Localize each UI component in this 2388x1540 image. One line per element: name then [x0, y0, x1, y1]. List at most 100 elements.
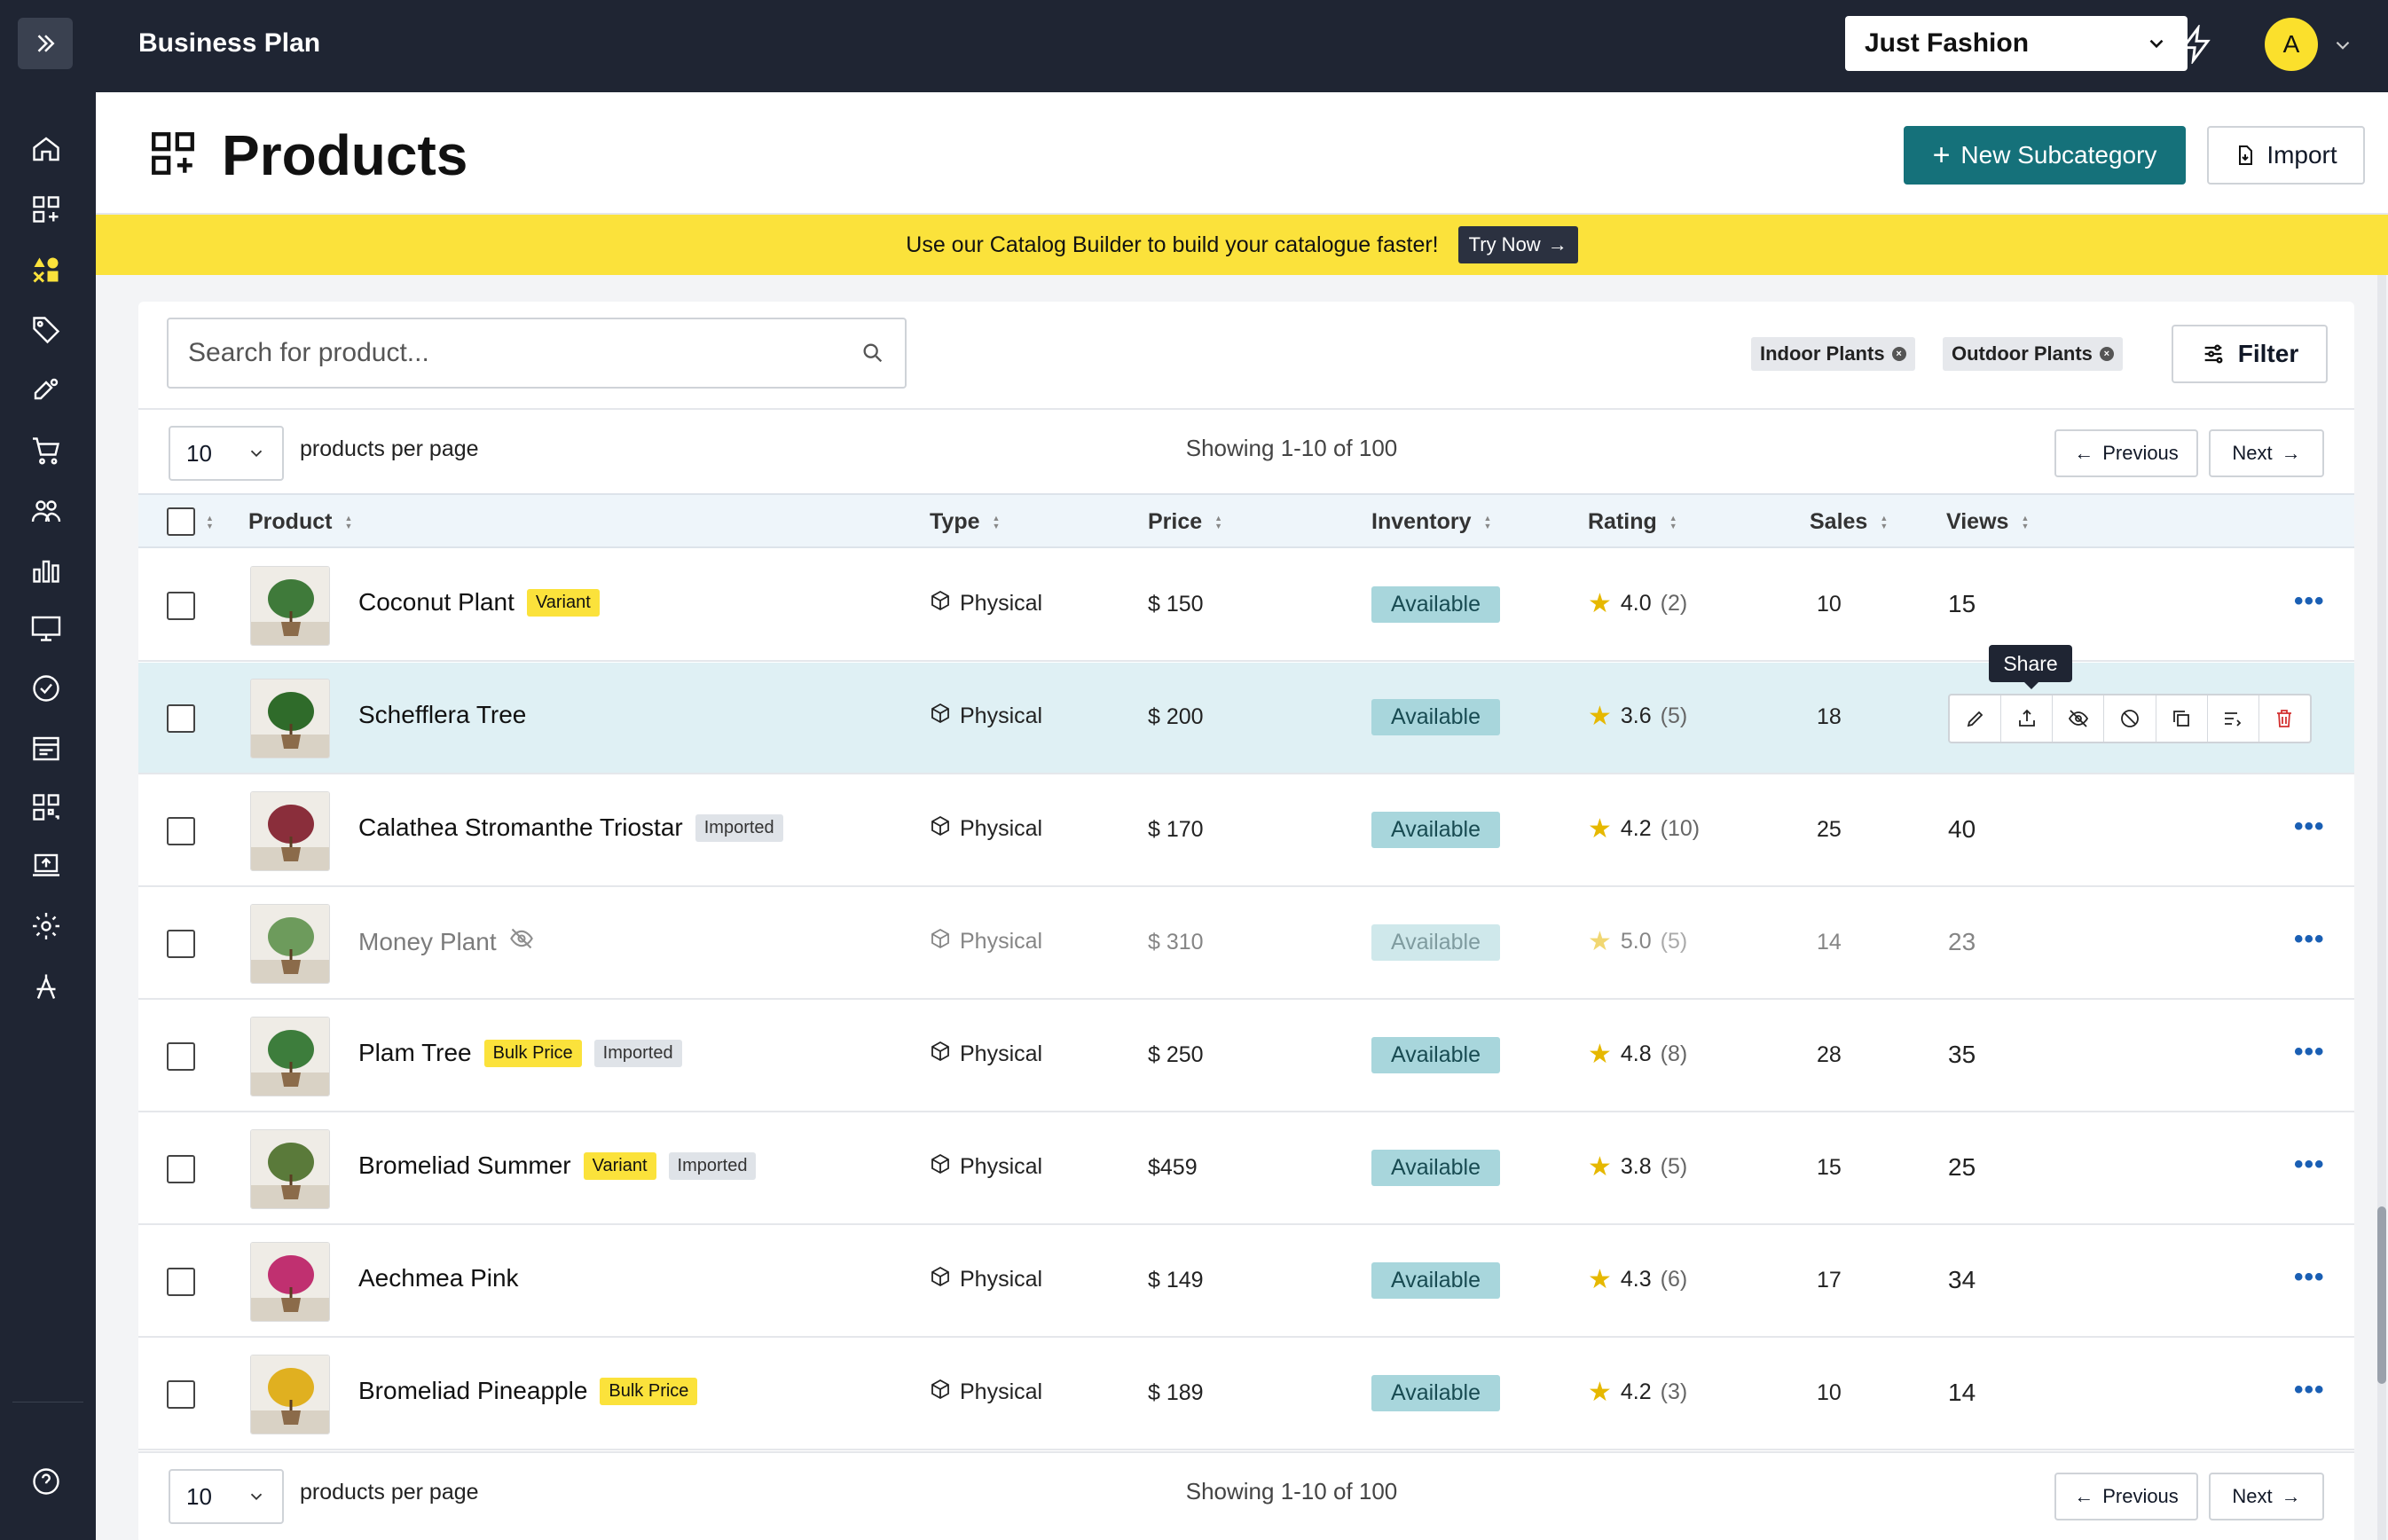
filter-button[interactable]: Filter	[2172, 325, 2328, 383]
product-thumbnail[interactable]	[250, 1129, 330, 1209]
sort-icon[interactable]: ▲ ▼	[206, 514, 214, 530]
compass-icon[interactable]	[27, 967, 66, 1006]
column-sales[interactable]: Sales ▲ ▼	[1810, 509, 1889, 534]
new-subcategory-button[interactable]: + New Subcategory	[1904, 126, 2186, 185]
try-now-button[interactable]: Try Now →	[1457, 226, 1578, 263]
row-checkbox[interactable]	[167, 817, 195, 845]
product-name[interactable]: Bromeliad Summer	[358, 1151, 571, 1179]
edit-action-button[interactable]	[1950, 695, 2002, 742]
list-edit-action-button[interactable]	[2208, 695, 2259, 742]
product-name-cell[interactable]: Bromeliad Pineapple Bulk Price	[358, 1377, 698, 1405]
trash-action-button[interactable]	[2259, 695, 2310, 742]
more-options-icon[interactable]: •••	[2294, 1150, 2325, 1179]
laptop-upload-icon[interactable]	[27, 846, 66, 885]
table-row[interactable]: Calathea Stromanthe Triostar Imported Phys…	[138, 775, 2354, 887]
avatar[interactable]: A	[2265, 18, 2318, 71]
next-button[interactable]: Next →	[2209, 429, 2324, 477]
table-row[interactable]: Money Plant Physical $ 310 Available ★ 5.0 (5)…	[138, 888, 2354, 1000]
chevron-down-icon[interactable]	[2331, 34, 2354, 57]
grid-add-icon[interactable]	[27, 190, 66, 229]
column-inventory[interactable]: Inventory ▲ ▼	[1371, 509, 1492, 534]
more-options-icon[interactable]: •••	[2294, 586, 2325, 616]
filter-chip-indoor[interactable]: Indoor Plants ×	[1751, 337, 1915, 371]
more-options-icon[interactable]: •••	[2294, 1375, 2325, 1404]
copy-action-button[interactable]	[2156, 695, 2208, 742]
filter-chip-outdoor[interactable]: Outdoor Plants ×	[1943, 337, 2123, 371]
help-icon[interactable]	[27, 1462, 66, 1501]
product-thumbnail[interactable]	[250, 1355, 330, 1434]
share-action-button[interactable]	[2001, 695, 2054, 742]
product-name-cell[interactable]: Calathea Stromanthe Triostar Imported	[358, 813, 783, 842]
more-options-icon[interactable]: •••	[2294, 1037, 2325, 1066]
qr-icon[interactable]	[27, 788, 66, 827]
product-name-cell[interactable]: Money Plant	[358, 926, 534, 957]
previous-button[interactable]: ← Previous	[2054, 429, 2198, 477]
gear-icon[interactable]	[27, 907, 66, 946]
row-checkbox[interactable]	[167, 1380, 195, 1409]
product-name-cell[interactable]: Schefflera Tree	[358, 701, 526, 729]
product-name[interactable]: Aechmea Pink	[358, 1264, 519, 1292]
product-name[interactable]: Money Plant	[358, 927, 497, 955]
product-name-cell[interactable]: Bromeliad Summer Variant Imported	[358, 1151, 757, 1180]
news-icon[interactable]	[27, 729, 66, 768]
settings-badge-icon[interactable]	[27, 669, 66, 708]
bell-icon[interactable]	[2109, 25, 2148, 64]
row-checkbox[interactable]	[167, 592, 195, 620]
product-name[interactable]: Plam Tree	[358, 1039, 472, 1066]
previous-button[interactable]: ← Previous	[2054, 1473, 2198, 1520]
scroll-thumb[interactable]	[2377, 1206, 2386, 1384]
tag-icon[interactable]	[27, 310, 66, 350]
promotion-icon[interactable]	[27, 371, 66, 410]
more-options-icon[interactable]: •••	[2294, 812, 2325, 841]
next-button[interactable]: Next →	[2209, 1473, 2324, 1520]
product-name-cell[interactable]: Coconut Plant Variant	[358, 588, 600, 617]
product-name[interactable]: Schefflera Tree	[358, 701, 527, 728]
monitor-icon[interactable]	[27, 609, 66, 648]
remove-chip-icon[interactable]: ×	[1891, 347, 1906, 361]
shapes-icon[interactable]	[27, 250, 66, 289]
product-thumbnail[interactable]	[250, 1017, 330, 1096]
table-row[interactable]: Schefflera Tree Physical $ 200 Available ★ 3.…	[138, 645, 2354, 774]
product-thumbnail[interactable]	[250, 566, 330, 646]
row-checkbox[interactable]	[167, 1268, 195, 1296]
cart-icon[interactable]	[27, 431, 66, 470]
product-thumbnail[interactable]	[250, 679, 330, 758]
column-rating[interactable]: Rating ▲ ▼	[1588, 509, 1677, 534]
table-row[interactable]: Aechmea Pink Physical $ 149 Available ★ 4.3 (6…	[138, 1226, 2354, 1338]
search-box[interactable]	[167, 318, 907, 389]
table-row[interactable]: Plam Tree Bulk Price Imported Physical $ 250…	[138, 1001, 2354, 1112]
per-page-select[interactable]: 10	[169, 426, 284, 481]
per-page-select[interactable]: 10	[169, 1469, 284, 1524]
row-checkbox[interactable]	[167, 1155, 195, 1183]
store-select[interactable]: Just Fashion	[1845, 16, 2188, 71]
product-thumbnail[interactable]	[250, 1242, 330, 1322]
product-name[interactable]: Coconut Plant	[358, 588, 515, 616]
lightning-icon[interactable]	[2177, 25, 2216, 64]
column-product[interactable]: Product ▲ ▼	[248, 509, 353, 534]
row-checkbox[interactable]	[167, 930, 195, 958]
eye-off-action-button[interactable]	[2053, 695, 2105, 742]
remove-chip-icon[interactable]: ×	[2099, 347, 2114, 361]
expand-sidebar-button[interactable]	[18, 18, 73, 69]
more-options-icon[interactable]: •••	[2294, 1262, 2325, 1292]
product-name-cell[interactable]: Aechmea Pink	[358, 1264, 519, 1292]
row-checkbox[interactable]	[167, 704, 195, 733]
select-all-checkbox[interactable]	[167, 507, 195, 536]
product-name-cell[interactable]: Plam Tree Bulk Price Imported	[358, 1039, 682, 1067]
import-button[interactable]: Import	[2207, 126, 2365, 185]
block-action-button[interactable]	[2104, 695, 2156, 742]
product-name[interactable]: Bromeliad Pineapple	[358, 1377, 588, 1404]
bar-chart-icon[interactable]	[27, 550, 66, 589]
row-checkbox[interactable]	[167, 1042, 195, 1071]
column-price[interactable]: Price ▲ ▼	[1148, 509, 1223, 534]
product-thumbnail[interactable]	[250, 904, 330, 984]
page-scrollbar[interactable]	[2377, 275, 2386, 1540]
users-icon[interactable]	[27, 491, 66, 530]
search-input[interactable]	[188, 338, 809, 368]
table-row[interactable]: Bromeliad Pineapple Bulk Price Physical $ 1…	[138, 1339, 2354, 1450]
table-row[interactable]: Coconut Plant Variant Physical $ 150 Availab…	[138, 550, 2354, 662]
table-row[interactable]: Bromeliad Summer Variant Imported Physical $…	[138, 1113, 2354, 1225]
product-thumbnail[interactable]	[250, 791, 330, 871]
home-icon[interactable]	[27, 130, 66, 169]
more-options-icon[interactable]: •••	[2294, 924, 2325, 954]
